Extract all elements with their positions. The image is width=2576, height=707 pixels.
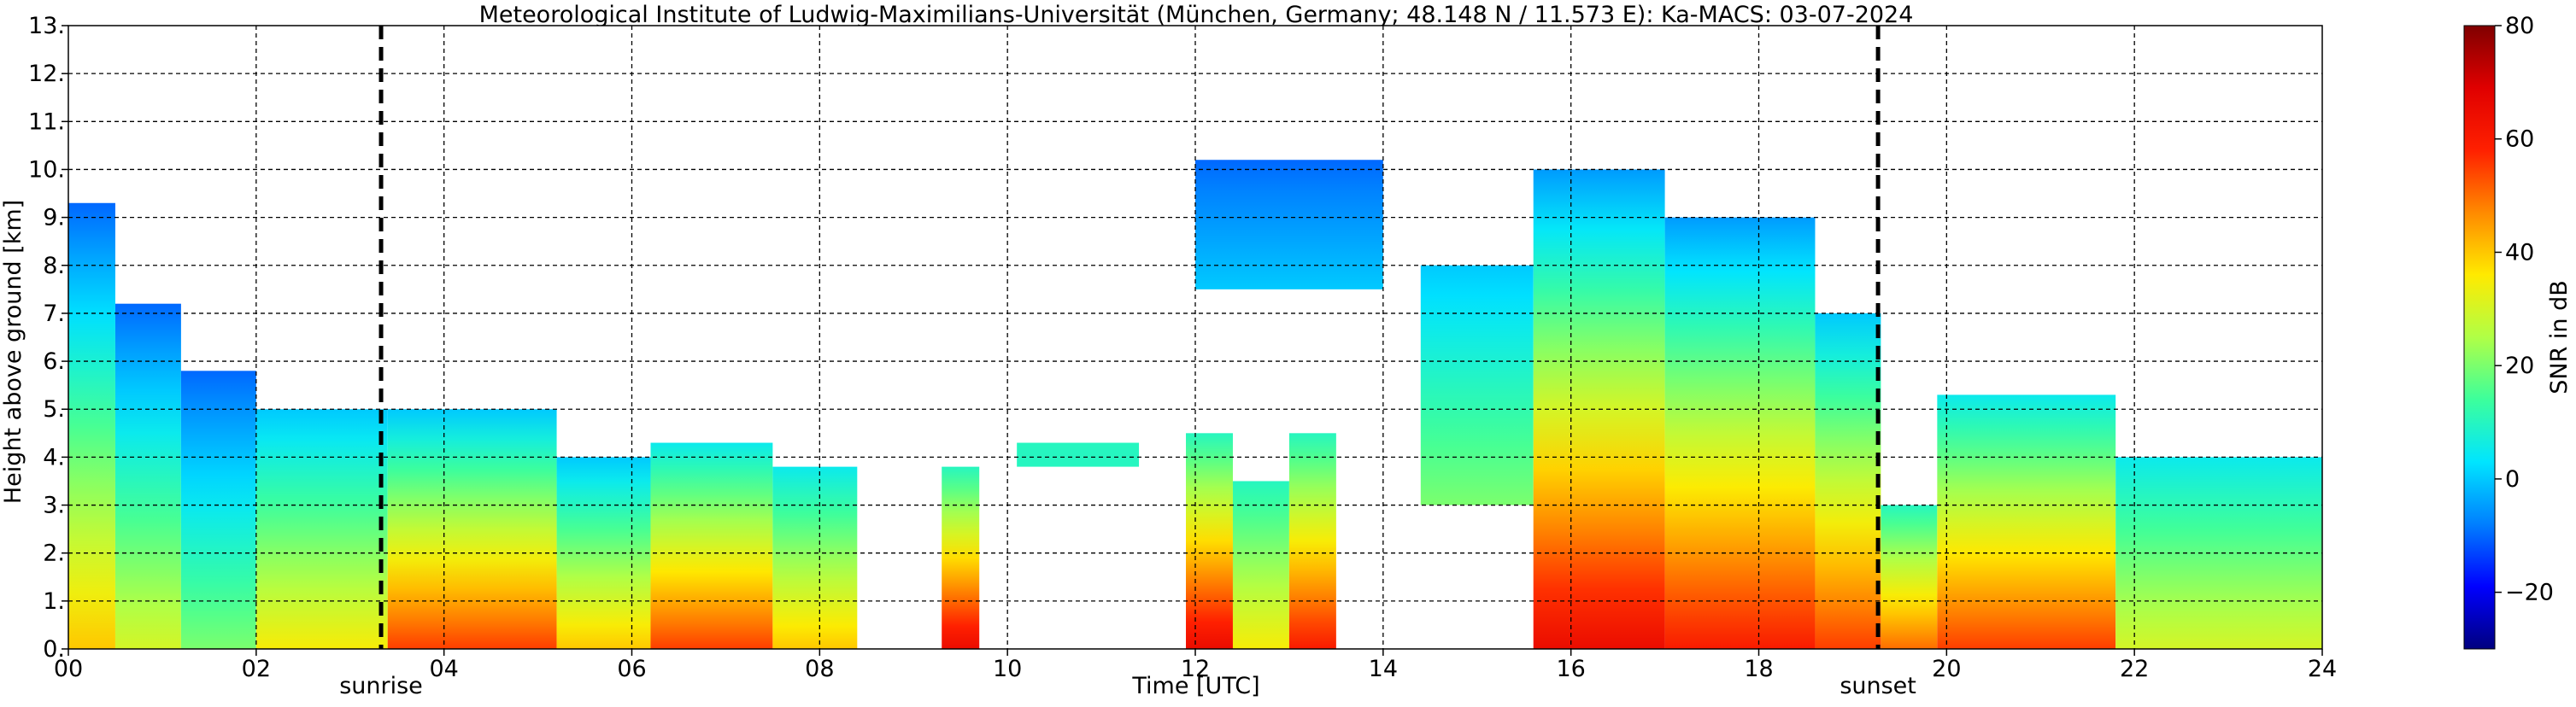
colorbar-tick-label: 20 [2505, 353, 2534, 379]
y-tick-label: 3. [43, 493, 65, 519]
marker-label-sunset: sunset [1840, 673, 1916, 699]
cloud-segment [180, 371, 256, 649]
cloud-segment [1937, 394, 2116, 649]
cloud-segment [772, 466, 858, 649]
cloud-segment [387, 409, 557, 649]
x-tick-label: 04 [429, 656, 458, 682]
x-tick-label: 24 [2308, 656, 2337, 682]
cloud-segment [68, 202, 115, 649]
cloud-segment [1288, 433, 1336, 649]
cloud-segment [1017, 442, 1140, 467]
y-axis-label: Height above ground [km] [0, 200, 26, 504]
y-tick-label: 5. [43, 396, 65, 423]
y-tick-label: 6. [43, 348, 65, 375]
cloud-segment [2115, 457, 2322, 649]
colorbar-frame [2463, 25, 2496, 650]
x-tick-label: 06 [617, 656, 646, 682]
colorbar-tick-label: −20 [2505, 580, 2554, 606]
cloud-segment [1664, 217, 1816, 649]
x-tick-label: 10 [993, 656, 1022, 682]
y-tick-label: 11. [28, 108, 65, 135]
cloud-segment [1881, 505, 1938, 649]
cloud-segment [650, 442, 773, 649]
x-tick-label: 18 [1744, 656, 1773, 682]
y-tick-label: 4. [43, 444, 65, 470]
y-tick-label: 13. [28, 13, 65, 39]
cloud-segment [1420, 265, 1534, 505]
cloud-segment [1195, 160, 1383, 289]
y-tick-label: 9. [43, 205, 65, 231]
x-tick-label: 22 [2120, 656, 2149, 682]
x-tick-label: 08 [805, 656, 834, 682]
x-tick-label: 20 [1932, 656, 1961, 682]
marker-label-sunrise: sunrise [339, 673, 423, 699]
cloud-segment [114, 303, 181, 649]
colorbar-tick-label: 60 [2505, 126, 2534, 153]
y-tick-label: 7. [43, 301, 65, 327]
colorbar-tick-label: 40 [2505, 239, 2534, 266]
sun-markers: sunrise sunset [339, 26, 1916, 699]
grid-lines [68, 26, 2322, 649]
x-tick-label: 12 [1181, 656, 1210, 682]
x-tick-label: 16 [1556, 656, 1585, 682]
plot-axes: 00 02 04 06 08 10 12 14 16 18 20 22 24 0. 1. 2. 3. 4. 5. 6.… [28, 13, 2337, 682]
cloud-segment [255, 409, 388, 649]
colorbar-label: SNR in dB [2546, 280, 2573, 394]
y-tick-label: 0. [43, 636, 65, 663]
colorbar-tick-label: 0 [2505, 466, 2520, 493]
plot-frame [67, 25, 2323, 650]
y-tick-label: 8. [43, 253, 65, 279]
cloud-segment [1232, 481, 1289, 649]
x-tick-label: 00 [54, 656, 83, 682]
x-tick-label: 02 [242, 656, 271, 682]
heatmap-layer [68, 160, 2322, 649]
colorbar-gradient [2464, 26, 2495, 649]
cloud-segment [1186, 433, 1233, 649]
colorbar: −20 0 20 40 60 80 SNR in dB [2463, 13, 2573, 650]
cloud-segment [942, 466, 980, 649]
y-tick-label: 1. [43, 588, 65, 615]
x-axis-label: Time [UTC] [1131, 673, 1259, 699]
y-tick-label: 2. [43, 540, 65, 567]
colorbar-tick-label: 80 [2505, 13, 2534, 39]
chart-title: Meteorological Institute of Ludwig-Maxim… [479, 2, 1914, 28]
y-tick-label: 12. [28, 61, 65, 87]
y-tick-label: 10. [28, 156, 65, 183]
cloud-segment [1815, 313, 1881, 649]
x-tick-label: 14 [1369, 656, 1398, 682]
